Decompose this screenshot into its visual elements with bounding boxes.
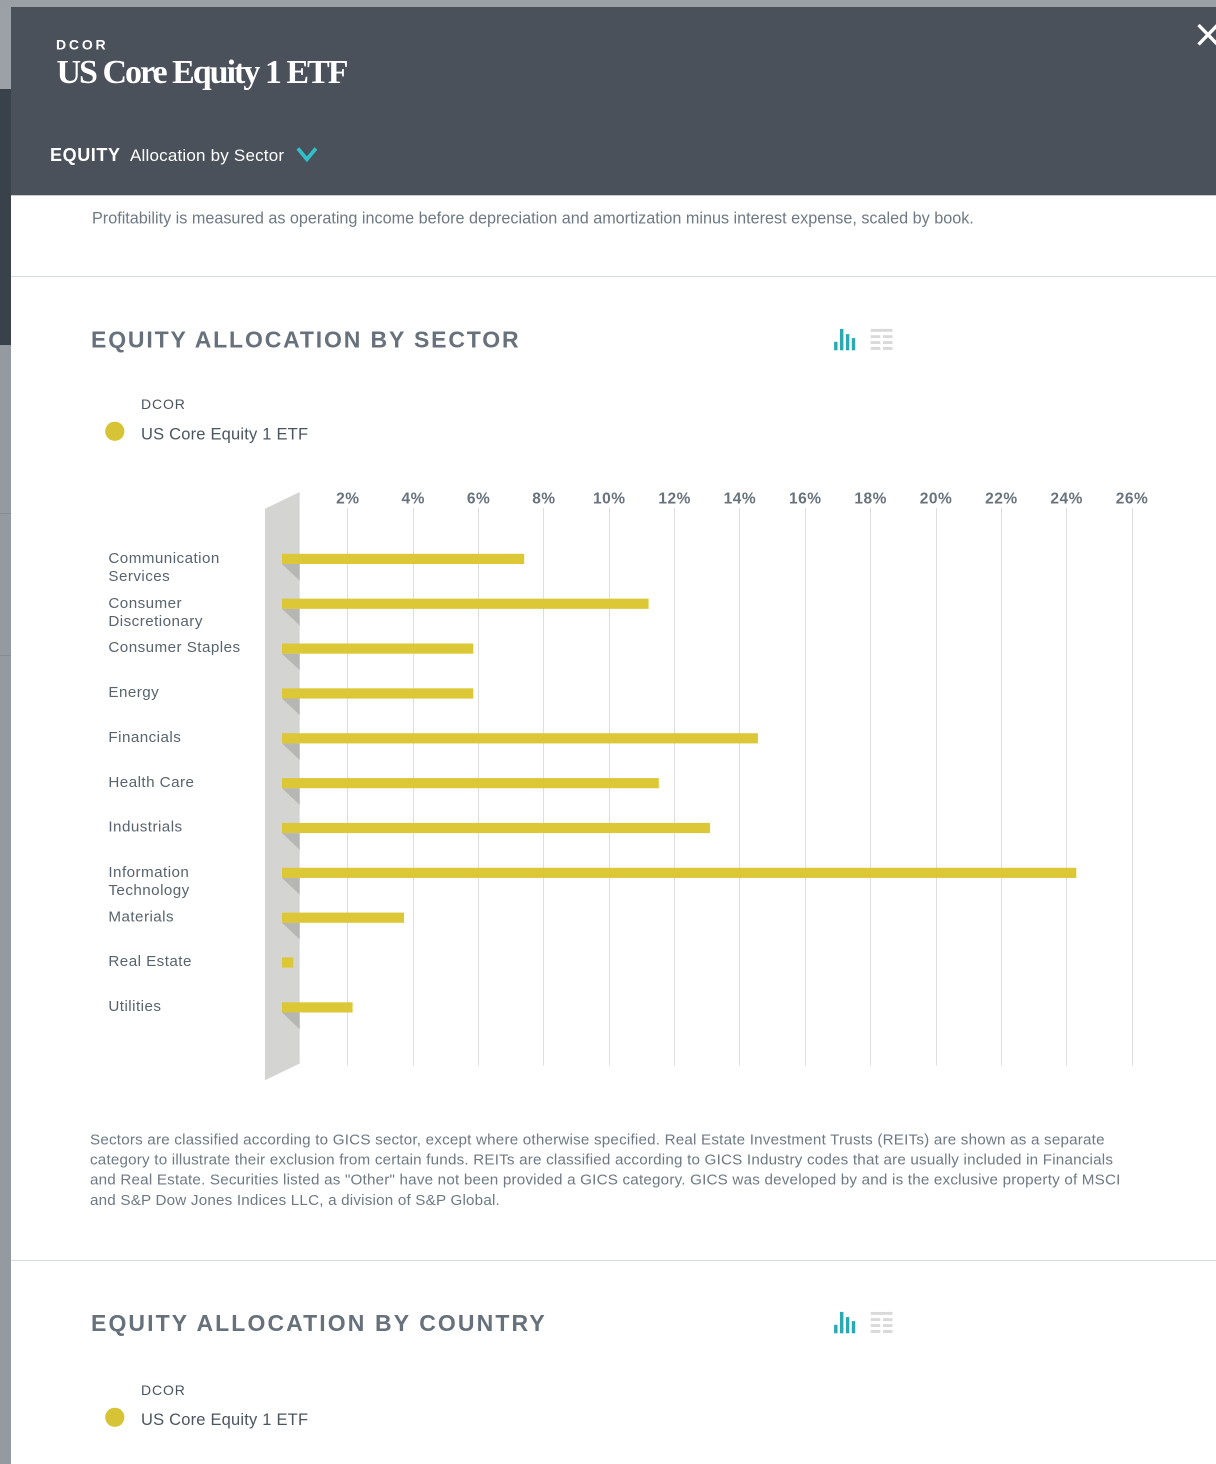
svg-text:Sectors are classified accordi: Sectors are classified according to GICS… xyxy=(90,1132,1105,1149)
svg-text:22%: 22% xyxy=(985,491,1018,508)
svg-text:DCOR: DCOR xyxy=(56,36,108,52)
svg-text:US Core Equity 1 ETF: US Core Equity 1 ETF xyxy=(57,54,348,91)
svg-text:Discretionary: Discretionary xyxy=(108,613,202,630)
svg-text:2%: 2% xyxy=(336,491,359,508)
svg-text:20%: 20% xyxy=(920,491,953,508)
svg-text:Profitability is measured as o: Profitability is measured as operating i… xyxy=(92,209,974,227)
svg-text:Information: Information xyxy=(108,864,189,881)
svg-text:26%: 26% xyxy=(1116,491,1149,508)
svg-text:Technology: Technology xyxy=(108,882,189,899)
svg-text:and S&P Dow Jones Indices LLC,: and S&P Dow Jones Indices LLC, a divisio… xyxy=(90,1192,500,1209)
svg-text:Health Care: Health Care xyxy=(108,774,194,791)
svg-text:and Real Estate. Securities li: and Real Estate. Securities listed as "O… xyxy=(90,1172,1121,1189)
svg-text:16%: 16% xyxy=(789,491,822,508)
svg-text:Materials: Materials xyxy=(108,908,174,925)
svg-text:12%: 12% xyxy=(658,491,691,508)
svg-text:10%: 10% xyxy=(593,491,626,508)
svg-text:Energy: Energy xyxy=(108,684,159,701)
svg-text:24%: 24% xyxy=(1050,491,1083,508)
svg-text:EQUITY ALLOCATION BY COUNTRY: EQUITY ALLOCATION BY COUNTRY xyxy=(91,1310,547,1336)
svg-text:4%: 4% xyxy=(401,491,424,508)
svg-text:Allocation by Sector: Allocation by Sector xyxy=(130,146,284,165)
svg-text:category to illustrate their e: category to illustrate their exclusion f… xyxy=(90,1152,1113,1169)
svg-text:US Core Equity 1 ETF: US Core Equity 1 ETF xyxy=(141,426,308,444)
svg-text:8%: 8% xyxy=(532,491,555,508)
svg-text:Industrials: Industrials xyxy=(108,819,182,836)
svg-text:Real Estate: Real Estate xyxy=(108,953,191,970)
svg-text:DCOR: DCOR xyxy=(141,1382,186,1398)
svg-text:14%: 14% xyxy=(724,491,757,508)
svg-text:6%: 6% xyxy=(467,491,490,508)
svg-text:EQUITY: EQUITY xyxy=(50,145,121,165)
svg-text:Consumer Staples: Consumer Staples xyxy=(108,639,240,656)
svg-text:18%: 18% xyxy=(854,491,887,508)
svg-text:Financials: Financials xyxy=(108,729,181,746)
svg-text:Consumer: Consumer xyxy=(108,595,182,612)
svg-text:Communication: Communication xyxy=(108,550,219,567)
svg-text:Utilities: Utilities xyxy=(108,998,161,1015)
svg-text:EQUITY ALLOCATION BY SECTOR: EQUITY ALLOCATION BY SECTOR xyxy=(91,326,520,352)
svg-text:DCOR: DCOR xyxy=(141,396,186,412)
svg-text:US Core Equity 1 ETF: US Core Equity 1 ETF xyxy=(141,1411,308,1429)
svg-text:Services: Services xyxy=(108,568,170,585)
